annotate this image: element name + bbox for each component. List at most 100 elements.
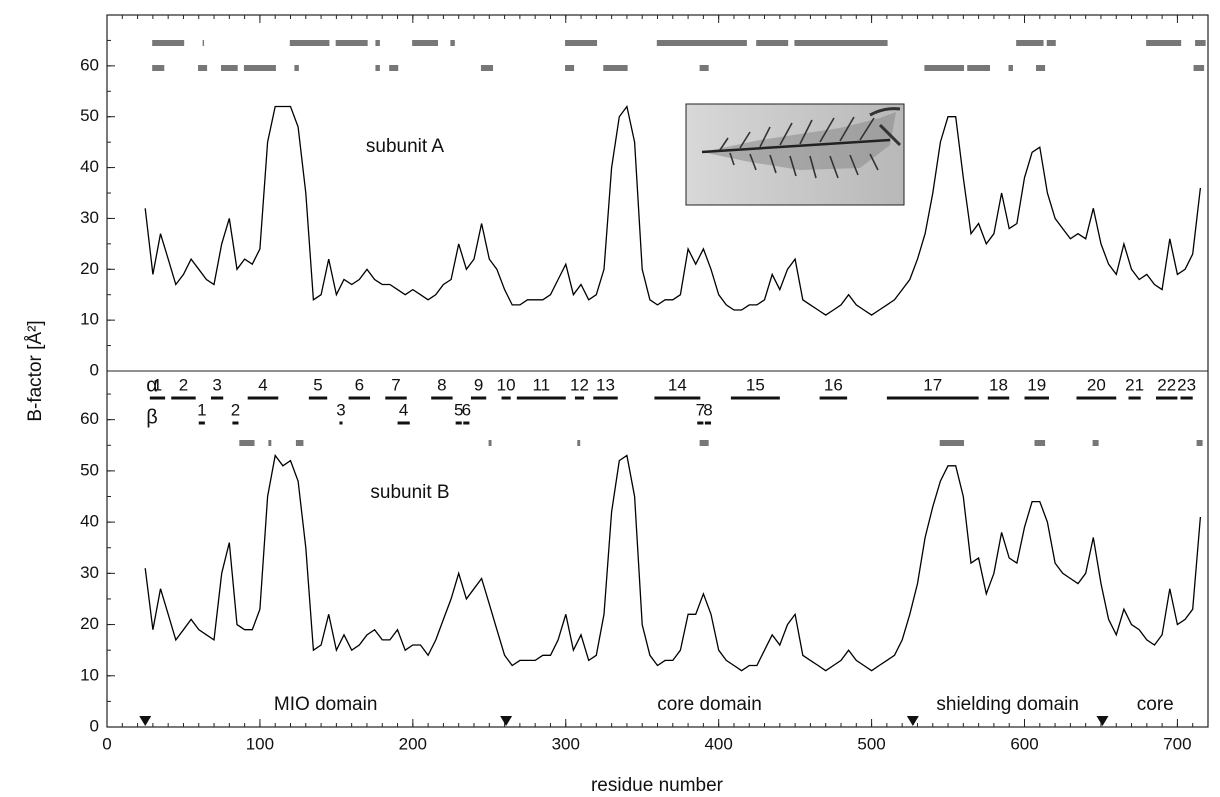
rug-mark <box>375 65 380 71</box>
rug-mark <box>1146 40 1182 46</box>
rug-mark <box>480 65 494 71</box>
strand-label: 3 <box>336 400 345 419</box>
y-tick-label: 10 <box>80 665 99 684</box>
rug-mark <box>1193 65 1205 71</box>
domain-label: core <box>1137 694 1174 715</box>
rug-mark <box>603 65 628 71</box>
helix-label: 13 <box>596 375 615 394</box>
x-tick-label: 300 <box>552 734 580 753</box>
rug-mark <box>1196 440 1203 446</box>
rug-mark <box>152 40 185 46</box>
x-tick-label: 500 <box>857 734 885 753</box>
y-tick-label: 20 <box>80 259 99 278</box>
strand-label: 7 <box>696 400 705 419</box>
inset-fronds <box>719 116 879 179</box>
rug-mark <box>239 440 255 446</box>
y-tick-label: 0 <box>90 360 99 379</box>
x-tick-label: 200 <box>399 734 427 753</box>
y-tick-label: 40 <box>80 157 99 176</box>
strand-label: 5 <box>454 400 463 419</box>
y-tick-label: 50 <box>80 106 99 125</box>
series-label: subunit B <box>370 482 449 503</box>
rug-mark <box>389 65 399 71</box>
y-tick-label: 50 <box>80 460 99 479</box>
rug-mark <box>1195 40 1206 46</box>
rug-mark <box>412 40 438 46</box>
domain-label: MIO domain <box>274 694 377 715</box>
rug-mark <box>202 40 205 46</box>
rug-mark <box>1034 440 1046 446</box>
x-tick-label: 600 <box>1010 734 1038 753</box>
strand-label: 6 <box>462 400 471 419</box>
y-tick-label: 60 <box>80 409 99 428</box>
rug-mark <box>1092 440 1099 446</box>
helix-label: 10 <box>497 375 516 394</box>
y-tick-label: 40 <box>80 512 99 531</box>
helix-symbol: α <box>146 374 158 396</box>
rug-mark <box>756 40 789 46</box>
rug-mark <box>289 40 330 46</box>
inset-edge <box>869 107 902 147</box>
rug-mark <box>565 65 575 71</box>
rug-mark <box>294 65 299 71</box>
domain-label: core domain <box>657 694 762 715</box>
helix-label: 16 <box>824 375 843 394</box>
rug-mark <box>656 40 747 46</box>
rug-mark <box>1036 65 1046 71</box>
inset-spine <box>701 138 891 154</box>
x-tick-label: 100 <box>246 734 274 753</box>
helix-label: 14 <box>668 375 687 394</box>
rug-mark <box>198 65 208 71</box>
rug-mark <box>488 440 492 446</box>
helix-label: 2 <box>179 375 188 394</box>
helix-label: 8 <box>437 375 446 394</box>
rug-mark <box>794 40 888 46</box>
domain-boundary <box>906 716 919 726</box>
helix-label: 21 <box>1125 375 1144 394</box>
rug-mark <box>1046 40 1056 46</box>
strand-label: 4 <box>399 400 408 419</box>
rug-mark <box>243 65 276 71</box>
strand-label: 1 <box>197 400 206 419</box>
x-tick-label: 700 <box>1163 734 1191 753</box>
helix-label: 22 <box>1157 375 1176 394</box>
line-series <box>144 104 1202 316</box>
domain-boundary <box>1096 716 1109 726</box>
helix-label: 19 <box>1027 375 1046 394</box>
helix-label: 12 <box>570 375 589 394</box>
rug-mark <box>1008 65 1013 71</box>
domain-boundary <box>139 716 152 726</box>
helix-label: 4 <box>258 375 267 394</box>
y-tick-label: 30 <box>80 563 99 582</box>
helix-label: 6 <box>355 375 364 394</box>
rug-mark <box>699 440 709 446</box>
rug-mark <box>699 65 709 71</box>
strand-symbol: β <box>146 406 158 428</box>
rug-mark <box>577 440 581 446</box>
helix-label: 23 <box>1177 375 1196 394</box>
x-tick-label: 0 <box>102 734 111 753</box>
rug-mark <box>939 440 965 446</box>
series-label: subunit A <box>366 136 444 157</box>
rug-mark <box>565 40 598 46</box>
strand-label: 8 <box>703 400 712 419</box>
helix-label: 20 <box>1087 375 1106 394</box>
helix-label: 5 <box>313 375 322 394</box>
helix-label: 3 <box>212 375 221 394</box>
domain-label: shielding domain <box>936 694 1079 715</box>
rug-mark <box>450 40 455 46</box>
strand-label: 2 <box>231 400 240 419</box>
rug-mark <box>152 65 165 71</box>
rug-mark <box>924 65 965 71</box>
rug-mark <box>375 40 380 46</box>
rug-mark <box>295 440 304 446</box>
y-tick-label: 10 <box>80 310 99 329</box>
y-tick-label: 30 <box>80 208 99 227</box>
y-tick-label: 0 <box>90 716 99 735</box>
helix-label: 18 <box>989 375 1008 394</box>
rug-mark <box>268 440 272 446</box>
y-tick-label: 20 <box>80 614 99 633</box>
rug-mark <box>220 65 238 71</box>
